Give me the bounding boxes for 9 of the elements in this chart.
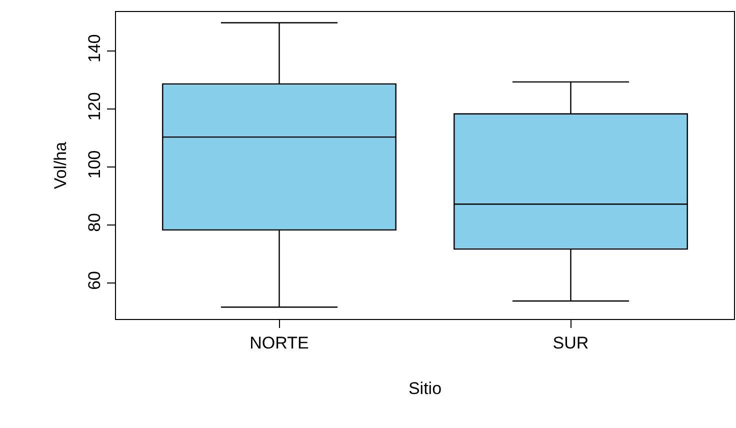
x-tick-label: NORTE: [250, 333, 309, 352]
y-axis-title: Vol/ha: [50, 141, 70, 190]
y-tick-label: 140: [85, 34, 104, 63]
x-axis-title: Sitio: [408, 378, 442, 398]
y-tick-label: 80: [85, 212, 104, 232]
y-tick-label: 60: [85, 271, 104, 290]
x-tick-label: SUR: [552, 333, 589, 352]
y-tick-label: 120: [85, 92, 104, 121]
y-tick-label: 100: [85, 150, 104, 179]
